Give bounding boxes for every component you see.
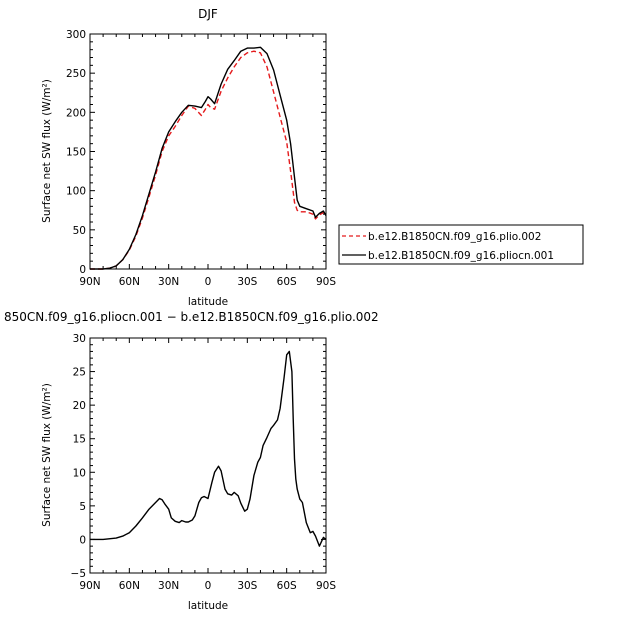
x-tick-label: 60N xyxy=(119,580,140,592)
y-tick-label: 30 xyxy=(73,333,86,345)
x-tick-label: 60N xyxy=(119,276,140,288)
x-tick-label: 30N xyxy=(158,580,179,592)
plot-frame-bottom xyxy=(89,337,327,574)
y-tick-label: 20 xyxy=(73,400,86,412)
y-ticks-bottom: −5 0 5 10 15 20 25 30 xyxy=(71,333,326,580)
x-tick-label: 60S xyxy=(277,580,297,592)
series-line-1-0 xyxy=(90,350,327,547)
y-tick-label: 50 xyxy=(73,225,86,237)
series-line-0-0 xyxy=(90,50,327,270)
x-ticks-top: 90N 60N 30N 0 30S 60S 90S xyxy=(79,34,336,288)
x-tick-label: 30N xyxy=(158,276,179,288)
x-tick-label: 90N xyxy=(79,276,100,288)
y-tick-label: −5 xyxy=(71,568,86,580)
y-tick-label: 0 xyxy=(79,264,86,276)
chart-title: DJF xyxy=(198,7,218,21)
legend: b.e12.B1850CN.f09_g16.plio.002 b.e12.B18… xyxy=(338,224,584,265)
y-tick-label: 100 xyxy=(66,186,86,198)
plot-area-bottom xyxy=(90,350,327,547)
plot-area-top xyxy=(90,46,327,270)
x-axis-label-bottom: latitude xyxy=(188,600,228,612)
x-tick-label: 30S xyxy=(237,580,257,592)
series-line-0-1 xyxy=(90,46,327,270)
x-ticks-bottom: 90N 60N 30N 0 30S 60S 90S xyxy=(79,338,336,592)
chart-title-bottom: 850CN.f09_g16.pliocn.001 − b.e12.B1850CN… xyxy=(4,310,379,324)
y-tick-label: 5 xyxy=(79,501,86,513)
x-tick-label: 90S xyxy=(316,276,336,288)
y-tick-label: 150 xyxy=(66,147,86,159)
y-axis-label-bottom: Surface net SW flux (W/m²) xyxy=(41,383,53,527)
x-tick-label: 60S xyxy=(277,276,297,288)
y-tick-label: 25 xyxy=(73,367,86,379)
y-tick-label: 15 xyxy=(73,434,86,446)
y-ticks-top: 0 50 100 150 200 250 300 xyxy=(66,29,326,276)
x-tick-label: 90S xyxy=(316,580,336,592)
plot-frame-top xyxy=(89,33,327,270)
y-tick-label: 10 xyxy=(73,467,86,479)
legend-label-pliocn: b.e12.B1850CN.f09_g16.pliocn.001 xyxy=(368,250,554,262)
y-tick-label: 200 xyxy=(66,107,86,119)
y-axis-label-top: Surface net SW flux (W/m²) xyxy=(41,79,53,223)
x-tick-label: 0 xyxy=(205,276,212,288)
y-tick-label: 0 xyxy=(79,534,86,546)
y-tick-label: 300 xyxy=(66,29,86,41)
x-tick-label: 90N xyxy=(79,580,100,592)
panel-top: DJF 90N 60N 30N 0 30S 60S 90S 0 50 100 150 200 250 3… xyxy=(41,7,336,308)
legend-box xyxy=(338,224,584,265)
panel-bottom: 850CN.f09_g16.pliocn.001 − b.e12.B1850CN… xyxy=(4,310,379,612)
x-axis-label-top: latitude xyxy=(188,296,228,308)
legend-label-plio: b.e12.B1850CN.f09_g16.plio.002 xyxy=(368,231,541,243)
y-tick-label: 250 xyxy=(66,68,86,80)
x-tick-label: 30S xyxy=(237,276,257,288)
x-tick-label: 0 xyxy=(205,580,212,592)
